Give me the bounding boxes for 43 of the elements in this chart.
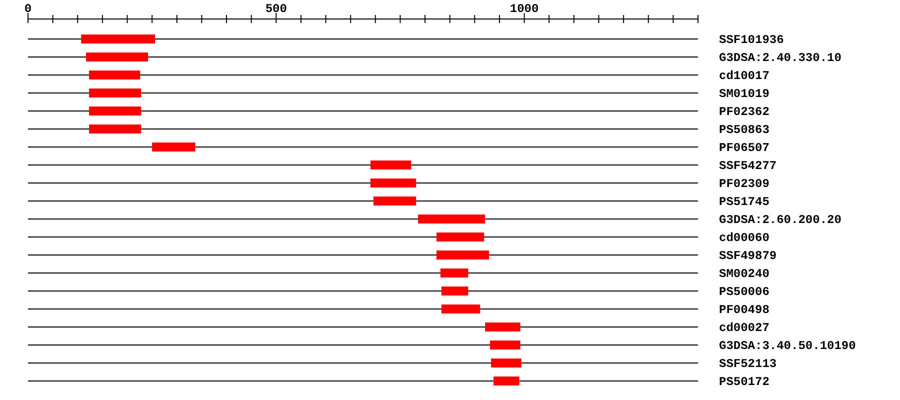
bar	[491, 358, 522, 368]
bar	[89, 106, 142, 116]
y-tick-label: PS50863	[719, 123, 770, 137]
y-tick-label: SM00240	[719, 267, 770, 281]
y-tick-label: PF00498	[719, 303, 770, 317]
bar	[441, 286, 468, 296]
y-tick-label: PS50006	[719, 285, 770, 299]
bar	[89, 88, 142, 98]
y-tick-label: PS50172	[719, 375, 770, 389]
bar	[494, 376, 520, 386]
bar	[436, 232, 484, 242]
y-tick-label: PF06507	[719, 141, 770, 155]
bar	[152, 142, 196, 152]
bar	[370, 178, 416, 188]
bar	[440, 268, 468, 278]
x-tick-label: 500	[265, 2, 287, 16]
y-tick-label: PF02362	[719, 105, 770, 119]
x-tick-label: 1000	[510, 2, 539, 16]
y-tick-label: SSF101936	[719, 33, 784, 47]
bar	[441, 304, 480, 314]
y-tick-label: PF02309	[719, 177, 770, 191]
y-tick-label: SM01019	[719, 87, 770, 101]
bar	[485, 322, 520, 332]
y-tick-label: cd00027	[719, 321, 770, 335]
bar	[373, 196, 416, 206]
bar	[418, 214, 486, 224]
bar	[370, 160, 412, 170]
y-tick-label: G3DSA:3.40.50.10190	[719, 339, 856, 353]
bar	[436, 250, 490, 260]
y-tick-label: G3DSA:2.60.200.20	[719, 213, 842, 227]
bar	[490, 340, 520, 350]
y-tick-label: cd00060	[719, 231, 770, 245]
y-tick-label: cd10017	[719, 69, 770, 83]
y-tick-label: SSF49879	[719, 249, 777, 263]
y-tick-label: G3DSA:2.40.330.10	[719, 51, 842, 65]
bar	[89, 124, 142, 134]
y-tick-label: SSF52113	[719, 357, 777, 371]
x-tick-label: 0	[24, 2, 32, 16]
bar	[86, 52, 148, 62]
bar	[89, 70, 140, 80]
bar	[81, 34, 156, 44]
y-tick-label: PS51745	[719, 195, 770, 209]
y-tick-label: SSF54277	[719, 159, 777, 173]
